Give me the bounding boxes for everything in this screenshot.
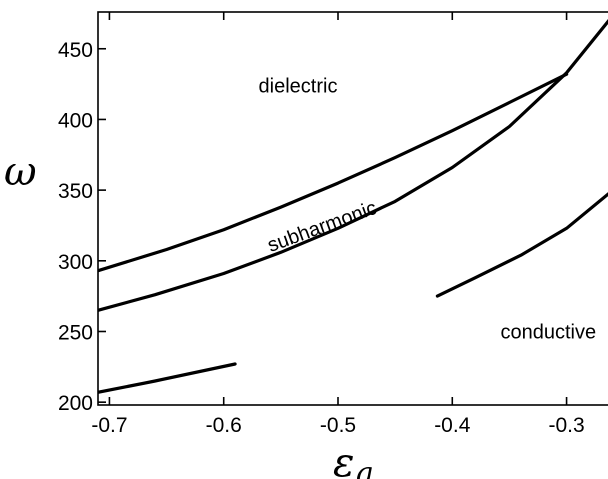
x-axis: -0.7 -0.6 -0.5 -0.4 -0.3 (91, 12, 585, 437)
plot-frame (97, 11, 608, 406)
x-tick-label: -0.3 (548, 414, 584, 437)
x-tick-label: -0.5 (320, 414, 356, 437)
y-axis: 200 250 300 350 400 450 (58, 39, 106, 415)
y-tick-label: 200 (58, 392, 93, 415)
curve-2 (98, 19, 608, 312)
y-axis-label: ω (4, 149, 37, 195)
y-tick-label: 400 (58, 109, 93, 132)
curves-group (98, 19, 608, 394)
x-tick-label: -0.7 (91, 414, 127, 437)
x-axis-label-subscript: a (356, 456, 374, 479)
x-axis-label: ε a (333, 440, 374, 479)
x-axis-label-symbol: ε (333, 440, 354, 479)
y-tick-label: 300 (58, 251, 93, 274)
y-tick-label: 350 (58, 180, 93, 203)
curve-1 (98, 72, 569, 273)
y-tick-label: 250 (58, 321, 93, 344)
x-tick-label: -0.4 (434, 414, 471, 437)
curve-4 (435, 192, 608, 298)
curve-3 (98, 362, 237, 394)
region-label-dielectric: dielectric (259, 76, 338, 98)
x-tick-label: -0.6 (206, 414, 242, 437)
y-tick-label: 450 (58, 39, 93, 62)
region-label-conductive: conductive (500, 322, 596, 344)
